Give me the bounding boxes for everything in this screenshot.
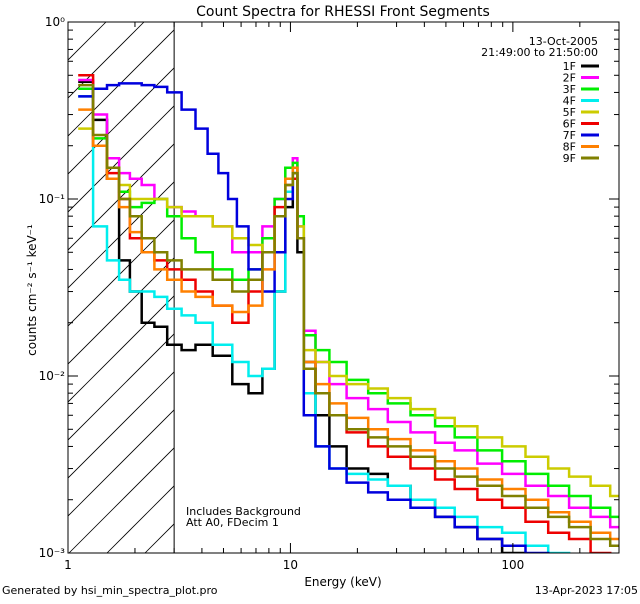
chart-title: Count Spectra for RHESSI Front Segments (196, 4, 490, 20)
hatch-line (68, 105, 175, 213)
series-group (78, 74, 619, 553)
y-tick-label: 10⁰ (45, 15, 65, 29)
y-axis-label: counts cm⁻² s⁻¹ keV⁻¹ (25, 224, 39, 356)
footer-generated-by: Generated by hsi_min_spectra_plot.pro (2, 584, 218, 597)
x-tick-label: 1 (64, 558, 72, 572)
hatch-line (68, 257, 175, 365)
y-tick-label: 10⁻³ (39, 546, 66, 560)
hatch-line (68, 409, 175, 517)
series-line-3F (78, 87, 619, 519)
series-line-9F (78, 83, 619, 547)
series-line-6F (78, 74, 612, 553)
legend-label: 3F (563, 83, 576, 96)
date-label: 13-Oct-2005 (529, 35, 598, 48)
legend-label: 8F (563, 141, 576, 154)
hatch-line (68, 143, 175, 251)
series-line-2F (78, 78, 619, 529)
hatch-line (68, 67, 175, 175)
annotation-background: Includes Background (186, 505, 301, 518)
annotation-attenuator: Att A0, FDecim 1 (186, 516, 279, 529)
x-tick-label: 100 (501, 558, 524, 572)
y-tick-label: 10⁻¹ (39, 192, 66, 206)
hatch-line (68, 22, 107, 61)
time-range-label: 21:49:00 to 21:50:00 (481, 46, 598, 59)
x-tick-label: 10 (283, 558, 298, 572)
series-line-5F (78, 127, 619, 498)
legend-label: 1F (563, 60, 576, 73)
hatch-line (68, 22, 145, 99)
hatch-line (68, 181, 175, 289)
series-line-7F (78, 82, 550, 553)
legend-label: 4F (563, 95, 576, 108)
legend-label: 6F (563, 118, 576, 131)
legend-label: 9F (563, 152, 576, 165)
plot-frame (67, 21, 620, 554)
legend-label: 2F (563, 72, 576, 85)
axis-tick-labels: 1 10 100 10⁰ 10⁻¹ 10⁻² 10⁻³ (39, 15, 525, 572)
x-axis-label: Energy (keV) (304, 575, 381, 589)
footer-timestamp: 13-Apr-2023 17:05 (535, 584, 638, 597)
axis-ticks (67, 21, 620, 554)
hatch-line (68, 371, 175, 479)
y-tick-label: 10⁻² (39, 369, 66, 383)
hatch-line (68, 219, 175, 327)
legend-label: 5F (563, 106, 576, 119)
hatch-line (68, 447, 175, 553)
legend-label: 7F (563, 129, 576, 142)
